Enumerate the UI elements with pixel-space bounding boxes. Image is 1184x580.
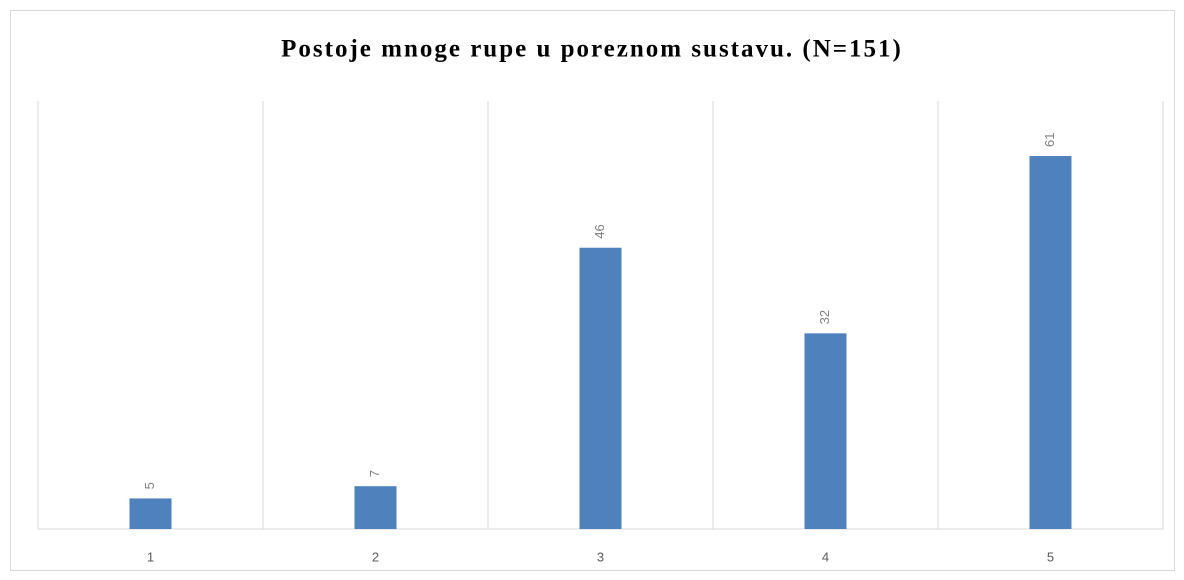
data-label: 7 [367, 470, 382, 477]
x-tick-label: 4 [822, 549, 829, 564]
chart-title: Postoje mnoge rupe u poreznom sustavu. (… [281, 36, 903, 63]
x-tick-label: 5 [1047, 549, 1054, 564]
x-tick-label: 3 [597, 549, 604, 564]
data-label: 32 [817, 310, 832, 324]
bar [129, 498, 172, 529]
data-label: 5 [142, 482, 157, 489]
x-tick-label: 1 [147, 549, 154, 564]
bar [579, 247, 622, 529]
bar [804, 333, 847, 529]
bar [1029, 156, 1072, 529]
data-label: 61 [1042, 133, 1057, 147]
bar [354, 486, 397, 529]
data-label: 46 [592, 224, 607, 238]
x-tick-label: 2 [372, 549, 379, 564]
